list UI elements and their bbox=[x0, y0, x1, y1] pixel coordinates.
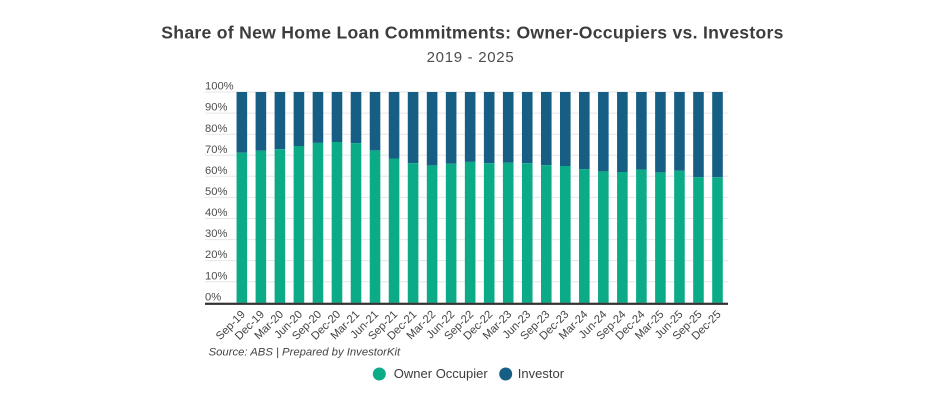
svg-text:50%: 50% bbox=[205, 186, 227, 198]
svg-text:Owner Occupier: Owner Occupier bbox=[394, 366, 489, 381]
svg-text:60%: 60% bbox=[205, 165, 227, 177]
svg-text:40%: 40% bbox=[205, 207, 227, 219]
svg-text:30%: 30% bbox=[205, 228, 227, 240]
svg-text:Investor: Investor bbox=[518, 366, 565, 381]
svg-text:100%: 100% bbox=[205, 81, 234, 93]
svg-text:10%: 10% bbox=[205, 270, 227, 282]
svg-text:70%: 70% bbox=[205, 144, 227, 156]
svg-text:Share of New Home Loan Commitm: Share of New Home Loan Commitments: Owne… bbox=[161, 22, 783, 42]
svg-text:Source: ABS | Prepared by Inve: Source: ABS | Prepared by InvestorKit bbox=[209, 347, 401, 359]
svg-text:20%: 20% bbox=[205, 249, 227, 261]
svg-text:2019 - 2025: 2019 - 2025 bbox=[427, 49, 515, 66]
svg-text:90%: 90% bbox=[205, 102, 227, 114]
svg-text:0%: 0% bbox=[205, 291, 221, 303]
svg-text:80%: 80% bbox=[205, 123, 227, 135]
